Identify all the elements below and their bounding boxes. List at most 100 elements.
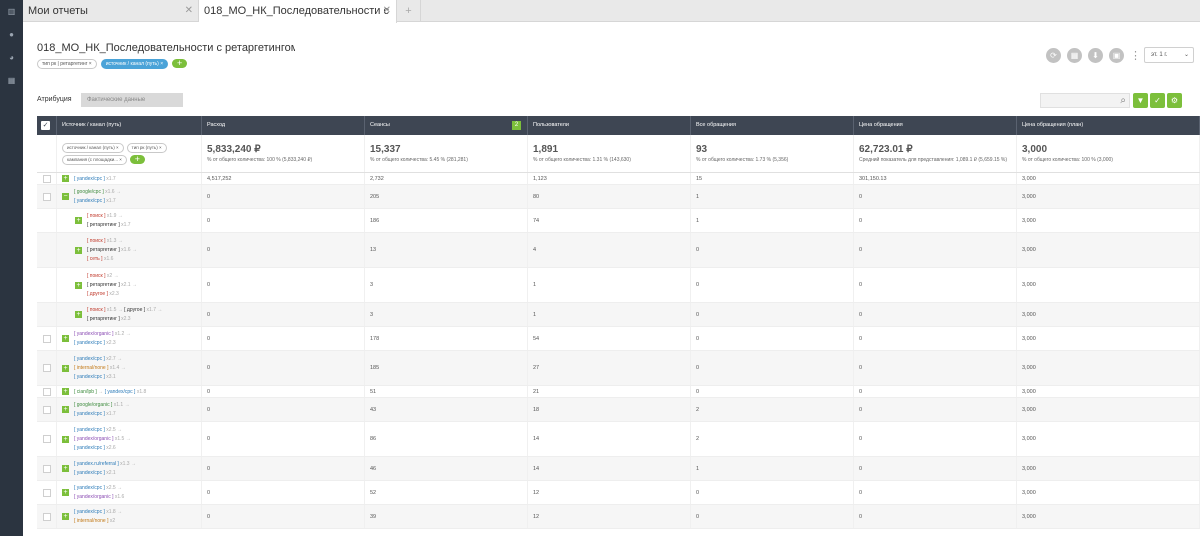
more-icon[interactable]: ⋮ — [1130, 49, 1141, 62]
col-cost[interactable]: Расход — [202, 116, 365, 135]
table-row[interactable]: −[ google/cpc ] x1.6 → [ yandex/cpc ] x1… — [37, 185, 1200, 209]
table-cell: 0 — [691, 505, 854, 528]
total-sessions: 15,337% от общего количества: 5.45 % (28… — [365, 135, 528, 172]
table-row[interactable]: + [ yandex/cpc ] x2.5 → [ yandex/organic … — [37, 481, 1200, 505]
path-step: [ yandex/cpc ] x2.6 — [74, 445, 116, 451]
attribution-select[interactable]: Фактические данные — [81, 93, 183, 107]
col-request-price-plan[interactable]: Цена обращения (план) — [1017, 116, 1200, 135]
path-cell: + [ поиск ] x1.5 → [ другое ] x1.7 → [ ре… — [57, 303, 202, 326]
table-cell: 3,000 — [1017, 351, 1200, 385]
row-checkbox[interactable] — [43, 405, 51, 414]
add-dimension-button[interactable]: + — [172, 59, 188, 68]
globe-icon[interactable]: ● — [9, 30, 14, 39]
path-cell: −[ google/cpc ] x1.6 → [ yandex/cpc ] x1… — [57, 185, 202, 208]
row-checkbox[interactable] — [43, 192, 51, 201]
table-cell: 0 — [854, 386, 1017, 397]
path-step: [ yandex/cpc ] x1.8 → — [74, 509, 123, 515]
expand-icon[interactable]: + — [75, 281, 82, 289]
table-cell: 0 — [854, 209, 1017, 232]
expand-icon[interactable]: + — [62, 513, 69, 520]
table-row[interactable]: + [ yandex.ru/referral ] x1.3 → [ yandex/… — [37, 457, 1200, 481]
table-cell: 4 — [528, 233, 691, 267]
table-cell: 80 — [528, 185, 691, 208]
table-cell: 1 — [691, 185, 854, 208]
expand-icon[interactable]: + — [62, 335, 69, 342]
table-cell: 1 — [528, 268, 691, 302]
expand-icon[interactable]: + — [62, 388, 69, 395]
search-input[interactable]: ⌕ — [1040, 93, 1130, 108]
table-row[interactable]: + [ yandex/cpc ] x2.5 → [ yandex/organic … — [37, 422, 1200, 457]
filter-chip[interactable]: кампания (с площадки... × — [62, 154, 127, 165]
table-row[interactable]: + [ поиск ] x1.5 → [ другое ] x1.7 → [ ре… — [37, 303, 1200, 327]
table-row[interactable]: + [ поиск ] x1.9 → [ ретаргетинг ] x1.7 0… — [37, 209, 1200, 233]
table-cell: 0 — [854, 398, 1017, 421]
col-all-requests[interactable]: Все обращения — [691, 116, 854, 135]
expand-icon[interactable]: + — [62, 435, 69, 443]
path-cell: + [ google/organic ] x1.1 → [ yandex/cpc … — [57, 398, 202, 421]
row-checkbox[interactable] — [43, 387, 51, 396]
filter-chips: источник / канал (путь) × тип рк (путь) … — [57, 135, 202, 172]
expand-icon[interactable]: + — [75, 311, 82, 318]
table-row[interactable]: + [ yandex/cpc ] x1.7 4,517,252 2,732 1,123… — [37, 173, 1200, 185]
col-users[interactable]: Пользователи — [528, 116, 691, 135]
filter-chip[interactable]: тип рк (путь) × — [126, 142, 167, 153]
table-row[interactable]: + [ yandex/cpc ] x1.8 → [ internal/none ]… — [37, 505, 1200, 529]
col-source-channel[interactable]: Источник / канал (путь) — [57, 116, 202, 135]
filter-button[interactable]: ▼ — [1133, 93, 1148, 108]
expand-icon[interactable]: + — [75, 246, 82, 254]
table-row[interactable]: + [ google/organic ] x1.1 → [ yandex/cpc … — [37, 398, 1200, 422]
row-checkbox[interactable] — [43, 512, 51, 521]
row-checkbox[interactable] — [43, 334, 51, 343]
save-icon[interactable]: ▣ — [1109, 47, 1124, 63]
filter-chip[interactable]: источник / канал (путь) × — [62, 142, 124, 153]
row-checkbox[interactable] — [43, 435, 51, 443]
table-row[interactable]: +[ cian/lpb ] → [ yandex/cpc ] x1.8 0 51 2… — [37, 386, 1200, 398]
expand-icon[interactable]: − — [62, 193, 69, 200]
table-row[interactable]: + [ поиск ] x2 → [ ретаргетинг ] x2.1 → [… — [37, 268, 1200, 303]
pie-icon[interactable]: ◕ — [9, 53, 14, 62]
table-row[interactable]: + [ yandex/organic ] x1.2 → [ yandex/cpc … — [37, 327, 1200, 351]
table-row[interactable]: + [ yandex/cpc ] x2.7 → [ internal/none ]… — [37, 351, 1200, 386]
total-cost: 5,833,240 ₽% от общего количества: 100 %… — [202, 135, 365, 172]
expand-icon[interactable]: + — [75, 217, 82, 224]
table-row[interactable]: + [ поиск ] x1.3 → [ ретаргетинг ] x1.6 →… — [37, 233, 1200, 268]
expand-icon[interactable]: + — [62, 465, 69, 472]
table-cell: 4,517,252 — [202, 173, 365, 184]
tab-report[interactable]: 018_МО_НК_Последовательности с ✕ — [199, 0, 397, 23]
table-icon[interactable]: ▦ — [1067, 47, 1082, 63]
tab-label: Мои отчеты — [28, 5, 88, 17]
chip-campaign-type[interactable]: тип рк | ретаргетинг × — [37, 59, 97, 69]
tab-my-reports[interactable]: Мои отчеты ✕ — [23, 0, 199, 22]
expand-icon[interactable]: + — [62, 489, 69, 496]
close-icon[interactable]: ✕ — [382, 5, 391, 16]
settings-button[interactable]: ⚙ — [1167, 93, 1182, 108]
table-cell: 86 — [365, 422, 528, 456]
close-icon[interactable]: ✕ — [184, 5, 193, 16]
col-sessions[interactable]: Сеансы 2 — [365, 116, 528, 135]
table-cell: 0 — [691, 233, 854, 267]
row-checkbox[interactable] — [43, 364, 51, 372]
chart-icon[interactable]: ▥ — [7, 7, 16, 16]
expand-icon[interactable]: + — [62, 175, 69, 182]
apply-button[interactable]: ✓ — [1150, 93, 1165, 108]
expand-icon[interactable]: + — [62, 364, 69, 372]
path-step: [ yandex/cpc ] x1.7 — [74, 175, 116, 182]
table-cell: 46 — [365, 457, 528, 480]
chip-source-channel[interactable]: источник / канал (путь) × — [100, 59, 169, 69]
path-cell: + [ поиск ] x1.3 → [ ретаргетинг ] x1.6 →… — [57, 233, 202, 267]
col-request-price[interactable]: Цена обращения — [854, 116, 1017, 135]
select-all-checkbox[interactable]: ✓ — [37, 116, 57, 135]
expand-icon[interactable]: + — [62, 406, 69, 413]
row-checkbox[interactable] — [43, 488, 51, 497]
download-icon[interactable]: ⬇ — [1088, 47, 1103, 63]
grid-icon[interactable]: ▦ — [7, 76, 16, 85]
row-checkbox[interactable] — [43, 174, 51, 183]
refresh-icon[interactable]: ⟳ — [1046, 47, 1061, 63]
path-cell: + [ yandex/cpc ] x2.5 → [ yandex/organic … — [57, 481, 202, 504]
new-tab-button[interactable]: + — [397, 0, 421, 22]
period-select[interactable]: эт. 1 г. ⌄ — [1144, 47, 1194, 63]
total-users: 1,891% от общего количества: 1.31 % (143… — [528, 135, 691, 172]
add-filter-button[interactable]: + — [129, 154, 145, 164]
total-request-price: 62,723.01 ₽ Средний показатель для предст… — [854, 135, 1017, 172]
row-checkbox[interactable] — [43, 464, 51, 473]
